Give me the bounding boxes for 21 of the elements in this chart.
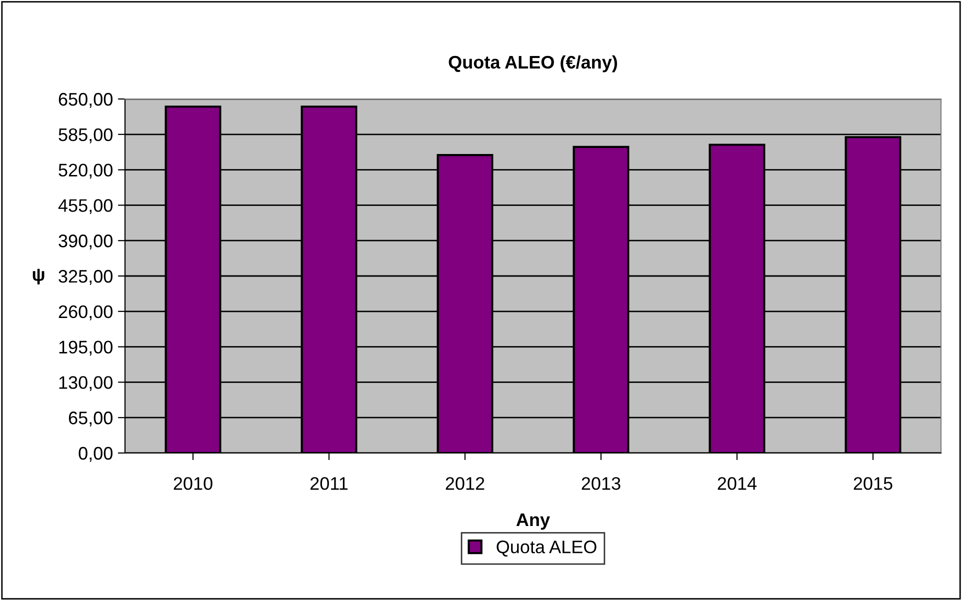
x-tick-label: 2012 xyxy=(446,477,484,490)
x-axis-title: Any xyxy=(516,514,550,530)
x-tick-label: 2015 xyxy=(854,477,892,490)
legend-label: Quota ALEO xyxy=(496,540,596,557)
y-tick-label: 325,00 xyxy=(58,270,112,285)
y-tick-label: 650,00 xyxy=(58,92,112,108)
y-tick-label: 455,00 xyxy=(58,199,112,214)
y-axis-title: ψ xyxy=(32,268,44,284)
x-tick-label: 2013 xyxy=(582,477,620,490)
y-tick-label: 585,00 xyxy=(58,128,112,144)
y-tick-label: 65,00 xyxy=(68,412,112,426)
x-tick-label: 2011 xyxy=(310,477,348,490)
y-tick-label: 390,00 xyxy=(58,234,112,250)
x-tick-label: 2010 xyxy=(174,477,212,490)
x-tick-label: 2014 xyxy=(718,477,757,490)
y-tick-label: 195,00 xyxy=(59,340,112,356)
chart-title: Quota ALEO (€/any) xyxy=(448,55,618,72)
y-tick-label: 260,00 xyxy=(58,305,112,320)
y-tick-label: 520,00 xyxy=(58,164,112,179)
y-tick-label: 130,00 xyxy=(59,376,112,392)
y-tick-label: 0,00 xyxy=(78,446,112,462)
